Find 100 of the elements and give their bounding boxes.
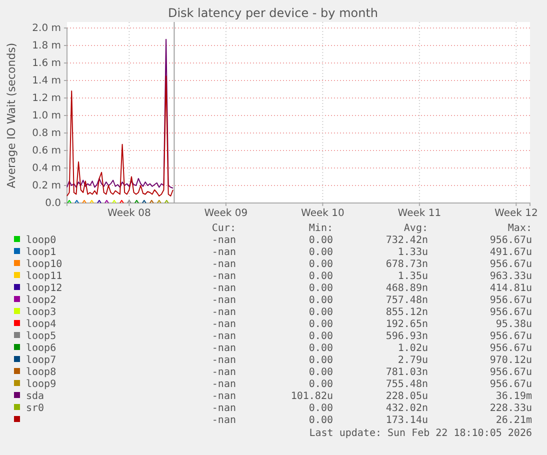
text: 755.48n <box>386 379 428 390</box>
text: Max: <box>508 223 532 234</box>
chart-title: Disk latency per device - by month <box>168 6 378 20</box>
text: 0.00 <box>308 271 333 282</box>
text: 0.00 <box>308 259 333 270</box>
legend-label: loop7 <box>26 355 56 366</box>
legend-label: loop9 <box>26 379 56 390</box>
y-tick-label: 0.2 m <box>32 180 61 192</box>
text: -nan <box>212 259 236 270</box>
text: 101.82u <box>290 391 333 402</box>
x-tick-label: Week 12 <box>494 208 538 220</box>
text: Avg: <box>404 223 428 234</box>
legend-label: loop3 <box>26 307 56 318</box>
legend-label: loop6 <box>26 343 56 354</box>
y-tick-label: 1.2 m <box>32 93 61 104</box>
x-tick-label: Week 11 <box>398 208 442 220</box>
legend-label: loop10 <box>26 259 62 270</box>
text: 0.00 <box>308 331 333 342</box>
text: -nan <box>212 331 236 342</box>
legend-label: loop11 <box>26 271 62 282</box>
y-tick-label: 2.0 m <box>32 23 61 34</box>
text: 732.42n <box>386 235 428 246</box>
text: -nan <box>212 307 236 318</box>
legend-label: loop8 <box>26 367 56 378</box>
text: 970.12u <box>490 355 532 366</box>
text: 36.19m <box>496 391 532 402</box>
legend-label: loop5 <box>26 331 56 342</box>
y-axis-title: Average IO Wait (seconds) <box>5 42 18 188</box>
text: -nan <box>212 319 236 330</box>
text: 0.00 <box>308 343 333 354</box>
text: 1.02u <box>398 343 428 354</box>
y-tick-label: 1.6 m <box>32 58 61 70</box>
text: 956.67u <box>490 331 532 342</box>
text: -nan <box>212 415 236 426</box>
text: 0.00 <box>308 367 333 378</box>
text: -nan <box>212 235 236 246</box>
text: 956.67u <box>490 295 532 306</box>
text: 173.14u <box>386 415 428 426</box>
text: 95.38u <box>496 319 532 330</box>
y-tick-label: 0.6 m <box>32 146 61 157</box>
text: -nan <box>212 247 236 258</box>
text: 0.00 <box>308 415 333 426</box>
text: 0.00 <box>308 235 333 246</box>
text: 596.93n <box>386 331 428 342</box>
legend-label: loop4 <box>26 319 56 330</box>
text: -nan <box>212 343 236 354</box>
text: 678.73n <box>386 259 428 270</box>
text: -nan <box>212 391 236 402</box>
text: -nan <box>212 367 236 378</box>
x-tick-label: Week 08 <box>108 208 151 220</box>
text: -nan <box>212 295 236 306</box>
text: 781.03n <box>386 367 428 378</box>
text: 26.21m <box>496 415 532 426</box>
line-series <box>66 76 174 196</box>
legend-label: sda <box>26 391 44 402</box>
text: 0.00 <box>308 379 333 390</box>
text: 491.67u <box>490 247 532 258</box>
y-tick-label: 1.0 m <box>32 110 61 122</box>
text: 963.33u <box>490 271 532 282</box>
text: -nan <box>212 379 236 390</box>
text: 0.00 <box>308 307 333 318</box>
text: 432.02n <box>386 403 428 414</box>
legend-label: loop12 <box>26 283 62 294</box>
text: 956.67u <box>490 235 532 246</box>
text: 228.05u <box>386 391 428 402</box>
text: 0.00 <box>308 355 333 366</box>
text: -nan <box>212 355 236 366</box>
legend-label: loop2 <box>26 295 56 306</box>
text: 855.12n <box>386 307 428 318</box>
legend-label: loop0 <box>26 235 56 246</box>
text: 0.00 <box>308 295 333 306</box>
text: 956.67u <box>490 307 532 318</box>
text: Last update: Sun Feb 22 18:10:05 2026 <box>309 428 532 439</box>
text: 956.67u <box>490 259 532 270</box>
text: 757.48n <box>386 295 428 306</box>
text: 1.33u <box>398 247 428 258</box>
text: 956.67u <box>490 379 532 390</box>
text: 956.67u <box>490 367 532 378</box>
text: 0.00 <box>308 247 333 258</box>
text: 228.33u <box>490 403 532 414</box>
x-tick-label: Week 09 <box>204 208 248 220</box>
x-tick-label: Week 10 <box>301 208 344 220</box>
text: 0.00 <box>308 283 333 294</box>
text: 2.79u <box>398 355 428 366</box>
text: Cur: <box>212 223 236 234</box>
legend-label: sr0 <box>26 403 44 414</box>
y-tick-label: 0.8 m <box>32 128 61 140</box>
text: 1.35u <box>398 271 428 282</box>
text: 0.00 <box>308 319 333 330</box>
text: 956.67u <box>490 343 532 354</box>
text: -nan <box>212 283 236 294</box>
legend-label: loop1 <box>26 247 56 258</box>
text: -nan <box>212 271 236 282</box>
text: 468.89n <box>386 283 428 294</box>
y-tick-label: 1.4 m <box>32 76 61 87</box>
y-tick-label: 0.0 <box>45 198 61 210</box>
y-tick-label: 0.4 m <box>32 163 61 174</box>
text: Min: <box>308 223 333 234</box>
y-tick-label: 1.8 m <box>32 40 61 52</box>
text: 0.00 <box>308 403 333 414</box>
